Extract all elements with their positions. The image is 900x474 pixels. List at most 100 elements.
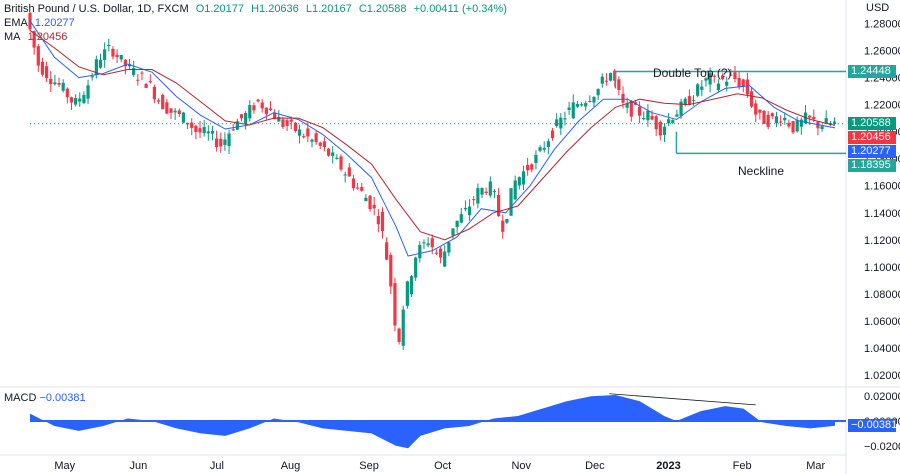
macd-divergence-line bbox=[609, 393, 756, 406]
candle-body bbox=[638, 106, 642, 116]
candle-body bbox=[53, 82, 57, 85]
candle-body bbox=[555, 119, 559, 127]
macd-tick-label: −0.02000 bbox=[864, 441, 900, 453]
candle-body bbox=[107, 44, 111, 47]
candle-body bbox=[98, 59, 103, 68]
price-tick-label: 1.10000 bbox=[864, 262, 900, 274]
candle-body bbox=[306, 128, 310, 137]
candle-body bbox=[779, 121, 783, 123]
ma-label[interactable]: MA bbox=[4, 31, 21, 43]
candle-body bbox=[252, 105, 256, 111]
candle-body bbox=[123, 59, 127, 67]
ema-line[interactable] bbox=[29, 20, 836, 257]
candle-body bbox=[538, 147, 542, 151]
ma-line[interactable] bbox=[29, 29, 836, 241]
candle-body bbox=[625, 103, 629, 108]
candle-body bbox=[729, 74, 733, 76]
candle-body bbox=[202, 127, 206, 134]
candle-body bbox=[592, 96, 596, 103]
candle-body bbox=[617, 79, 621, 90]
candle-body bbox=[650, 115, 654, 120]
price-tag: 1.20277 bbox=[848, 145, 896, 159]
time-tick-label: May bbox=[54, 460, 75, 472]
candle-body bbox=[484, 191, 488, 194]
candle-body bbox=[372, 204, 376, 209]
candle-body bbox=[629, 100, 633, 117]
time-tick-label: 2023 bbox=[656, 460, 680, 472]
candle-body bbox=[546, 141, 550, 147]
candle-body bbox=[497, 194, 501, 217]
candle-body bbox=[642, 117, 646, 120]
candle-body bbox=[418, 244, 422, 259]
ema-label[interactable]: EMA bbox=[4, 17, 28, 29]
candle-body bbox=[152, 86, 157, 100]
candle-body bbox=[368, 195, 372, 210]
candle-body bbox=[161, 94, 165, 110]
candle-body bbox=[44, 66, 49, 79]
candle-body bbox=[434, 252, 439, 254]
candle-body bbox=[351, 178, 356, 189]
candle-body bbox=[741, 79, 745, 86]
candle-body bbox=[716, 83, 720, 91]
price-tick-label: 1.28000 bbox=[864, 19, 900, 31]
candle-body bbox=[658, 121, 662, 136]
candle-body bbox=[69, 97, 74, 103]
candle-body bbox=[671, 120, 675, 123]
candle-body bbox=[733, 72, 737, 80]
candle-body bbox=[737, 78, 741, 88]
candle-body bbox=[61, 82, 65, 91]
macd-value-tag: −0.00381 bbox=[848, 419, 897, 433]
candle-body bbox=[476, 188, 480, 204]
candle-body bbox=[343, 174, 347, 176]
time-tick-label: Mar bbox=[806, 460, 825, 472]
macd-label[interactable]: MACD bbox=[4, 392, 37, 404]
candle-body bbox=[248, 105, 252, 119]
candle-body bbox=[385, 242, 389, 260]
candle-body bbox=[273, 112, 277, 120]
candle-body bbox=[57, 83, 61, 85]
price-tick-label: 1.06000 bbox=[864, 316, 900, 328]
candle-body bbox=[310, 139, 314, 142]
macd-tick-label: 0.02000 bbox=[864, 391, 900, 403]
double-top-label[interactable]: Double Top (?) bbox=[653, 66, 732, 80]
candle-body bbox=[438, 248, 443, 258]
low-value: L1.20167 bbox=[305, 3, 352, 15]
candle-body bbox=[277, 116, 281, 122]
candle-body bbox=[584, 103, 588, 107]
candle-body bbox=[795, 120, 799, 132]
candle-body bbox=[231, 129, 235, 131]
macd-value: −0.00381 bbox=[39, 392, 86, 404]
candle-body bbox=[675, 114, 679, 117]
plot-layer bbox=[28, 11, 846, 449]
candle-body bbox=[235, 121, 239, 130]
candle-body bbox=[144, 83, 148, 88]
candle-body bbox=[662, 126, 667, 135]
price-tick-label: 1.14000 bbox=[864, 208, 900, 220]
candle-body bbox=[791, 121, 795, 133]
candle-body bbox=[165, 102, 169, 114]
candle-body bbox=[443, 251, 447, 267]
candle-body bbox=[720, 75, 725, 80]
candle-body bbox=[480, 188, 484, 195]
candle-body bbox=[36, 46, 40, 66]
time-tick-label: Nov bbox=[511, 460, 531, 472]
symbol-title[interactable]: British Pound / U.S. Dollar, 1D, FXCM bbox=[4, 3, 189, 15]
candle-body bbox=[414, 257, 418, 278]
open-value: O1.20177 bbox=[195, 3, 245, 15]
candle-body bbox=[115, 54, 119, 58]
candle-body bbox=[588, 100, 592, 102]
candle-body bbox=[185, 122, 190, 125]
ma-value: 1.20456 bbox=[27, 31, 68, 43]
candle-body bbox=[517, 177, 521, 186]
price-tick-label: 1.04000 bbox=[864, 343, 900, 355]
candle-body bbox=[430, 238, 434, 248]
price-tag: 1.20588 bbox=[848, 117, 896, 131]
candle-body bbox=[314, 133, 318, 143]
candle-body bbox=[563, 118, 567, 120]
candle-body bbox=[289, 119, 293, 122]
neckline-label[interactable]: Neckline bbox=[738, 164, 785, 178]
price-tick-label: 1.02000 bbox=[864, 370, 900, 382]
candle-body bbox=[331, 152, 335, 157]
